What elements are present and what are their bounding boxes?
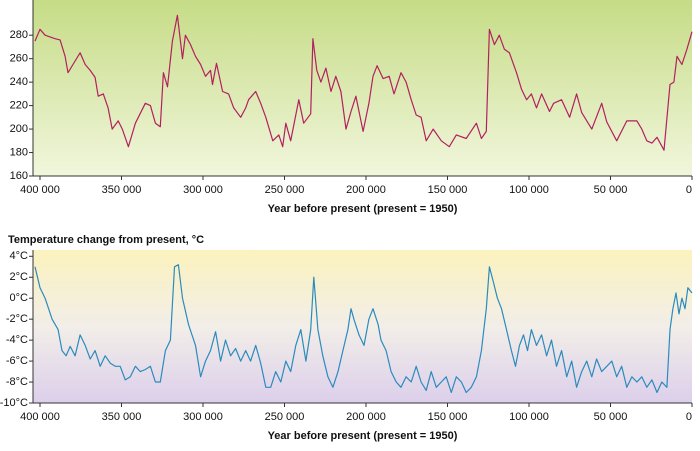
x-tick-label: 200 000 [346,411,386,423]
x-tick-label: 350 000 [102,184,142,196]
x-tick-label: 400 000 [20,184,60,196]
y-tick-label: 280 [10,29,28,41]
x-tick-label: 250 000 [265,411,305,423]
y-tick-label: 220 [10,100,28,112]
x-tick-label: 0 [686,184,692,196]
x-tick-label: 300 000 [183,184,223,196]
y-tick-label: 160 [10,170,28,182]
y-tick-label: 200 [10,123,28,135]
y-tick-label: -2°C [6,313,28,325]
x-tick-label: 0 [686,411,692,423]
x-tick-label: 150 000 [428,184,468,196]
x-tick-label: 350 000 [102,411,142,423]
chart-title: Temperature change from present, °C [8,234,204,246]
x-tick-label: 200 000 [346,184,386,196]
y-tick-label: 4°C [10,250,29,262]
plot-background [33,0,692,176]
x-tick-label: 300 000 [183,411,223,423]
x-tick-label: 100 000 [509,411,549,423]
x-tick-label: 50 000 [594,184,628,196]
x-tick-label: 250 000 [265,184,305,196]
x-tick-label: 400 000 [20,411,60,423]
data-line [34,14,693,151]
y-tick-label: -4°C [6,334,28,346]
y-tick-label: -6°C [6,355,28,367]
x-tick-label: 100 000 [509,184,549,196]
y-tick-label: 180 [10,146,28,158]
y-tick-label: 0°C [10,292,29,304]
x-tick-label: 150 000 [428,411,468,423]
y-tick-label: 240 [10,76,28,88]
y-tick-label: 260 [10,53,28,65]
y-tick-label: -8°C [6,376,28,388]
x-axis-label: Year before present (present = 1950) [268,430,458,442]
plot-background [33,250,692,403]
data-line [34,264,693,394]
y-tick-label: 2°C [10,271,29,283]
y-tick-label: -10°C [0,397,28,409]
x-tick-label: 50 000 [594,411,628,423]
x-axis-label: Year before present (present = 1950) [268,203,458,215]
